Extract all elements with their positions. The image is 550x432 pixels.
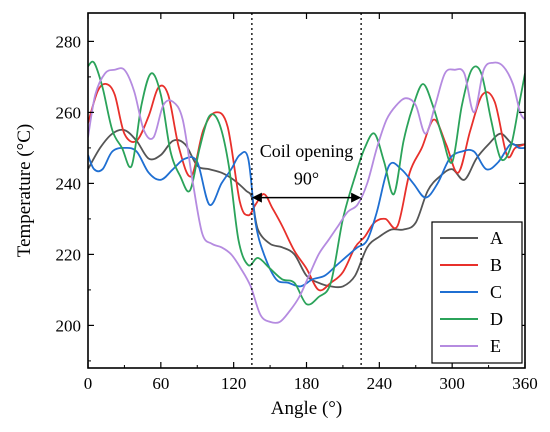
y-tick-label: 260	[56, 103, 82, 122]
x-tick-label: 240	[367, 374, 393, 393]
x-tick-label: 300	[439, 374, 465, 393]
legend-label-B: B	[490, 255, 502, 275]
series-line-C	[88, 142, 525, 288]
series-line-A	[88, 128, 525, 289]
y-tick-label: 240	[56, 174, 82, 193]
y-axis-title: Temperature (°C)	[14, 124, 35, 257]
legend-label-E: E	[490, 336, 501, 356]
x-tick-label: 120	[221, 374, 247, 393]
x-tick-label: 360	[512, 374, 538, 393]
x-tick-label: 180	[294, 374, 320, 393]
series-layer	[88, 60, 525, 324]
x-axis-title: Angle (°)	[271, 398, 342, 419]
legend-label-D: D	[490, 309, 503, 329]
coil-opening-label: Coil opening	[260, 141, 354, 161]
legend-label-A: A	[490, 228, 503, 248]
ticks-layer: 0 60 120 180 240 300 360 200 220 240 260 280	[56, 13, 538, 393]
series-line-D	[88, 60, 525, 306]
y-tick-label: 280	[56, 32, 82, 51]
series-line-E	[88, 61, 525, 324]
span-label: 90°	[294, 169, 319, 189]
y-tick-label: 200	[56, 316, 82, 335]
x-tick-label: 0	[84, 374, 93, 393]
arrow-head-left	[251, 192, 262, 203]
y-tick-label: 220	[56, 245, 82, 264]
series-line-B	[88, 82, 525, 292]
legend-label-C: C	[490, 282, 502, 302]
annotation-layer: Coil opening 90°	[251, 13, 362, 368]
x-tick-label: 60	[152, 374, 169, 393]
arrow-head-right	[351, 192, 362, 203]
